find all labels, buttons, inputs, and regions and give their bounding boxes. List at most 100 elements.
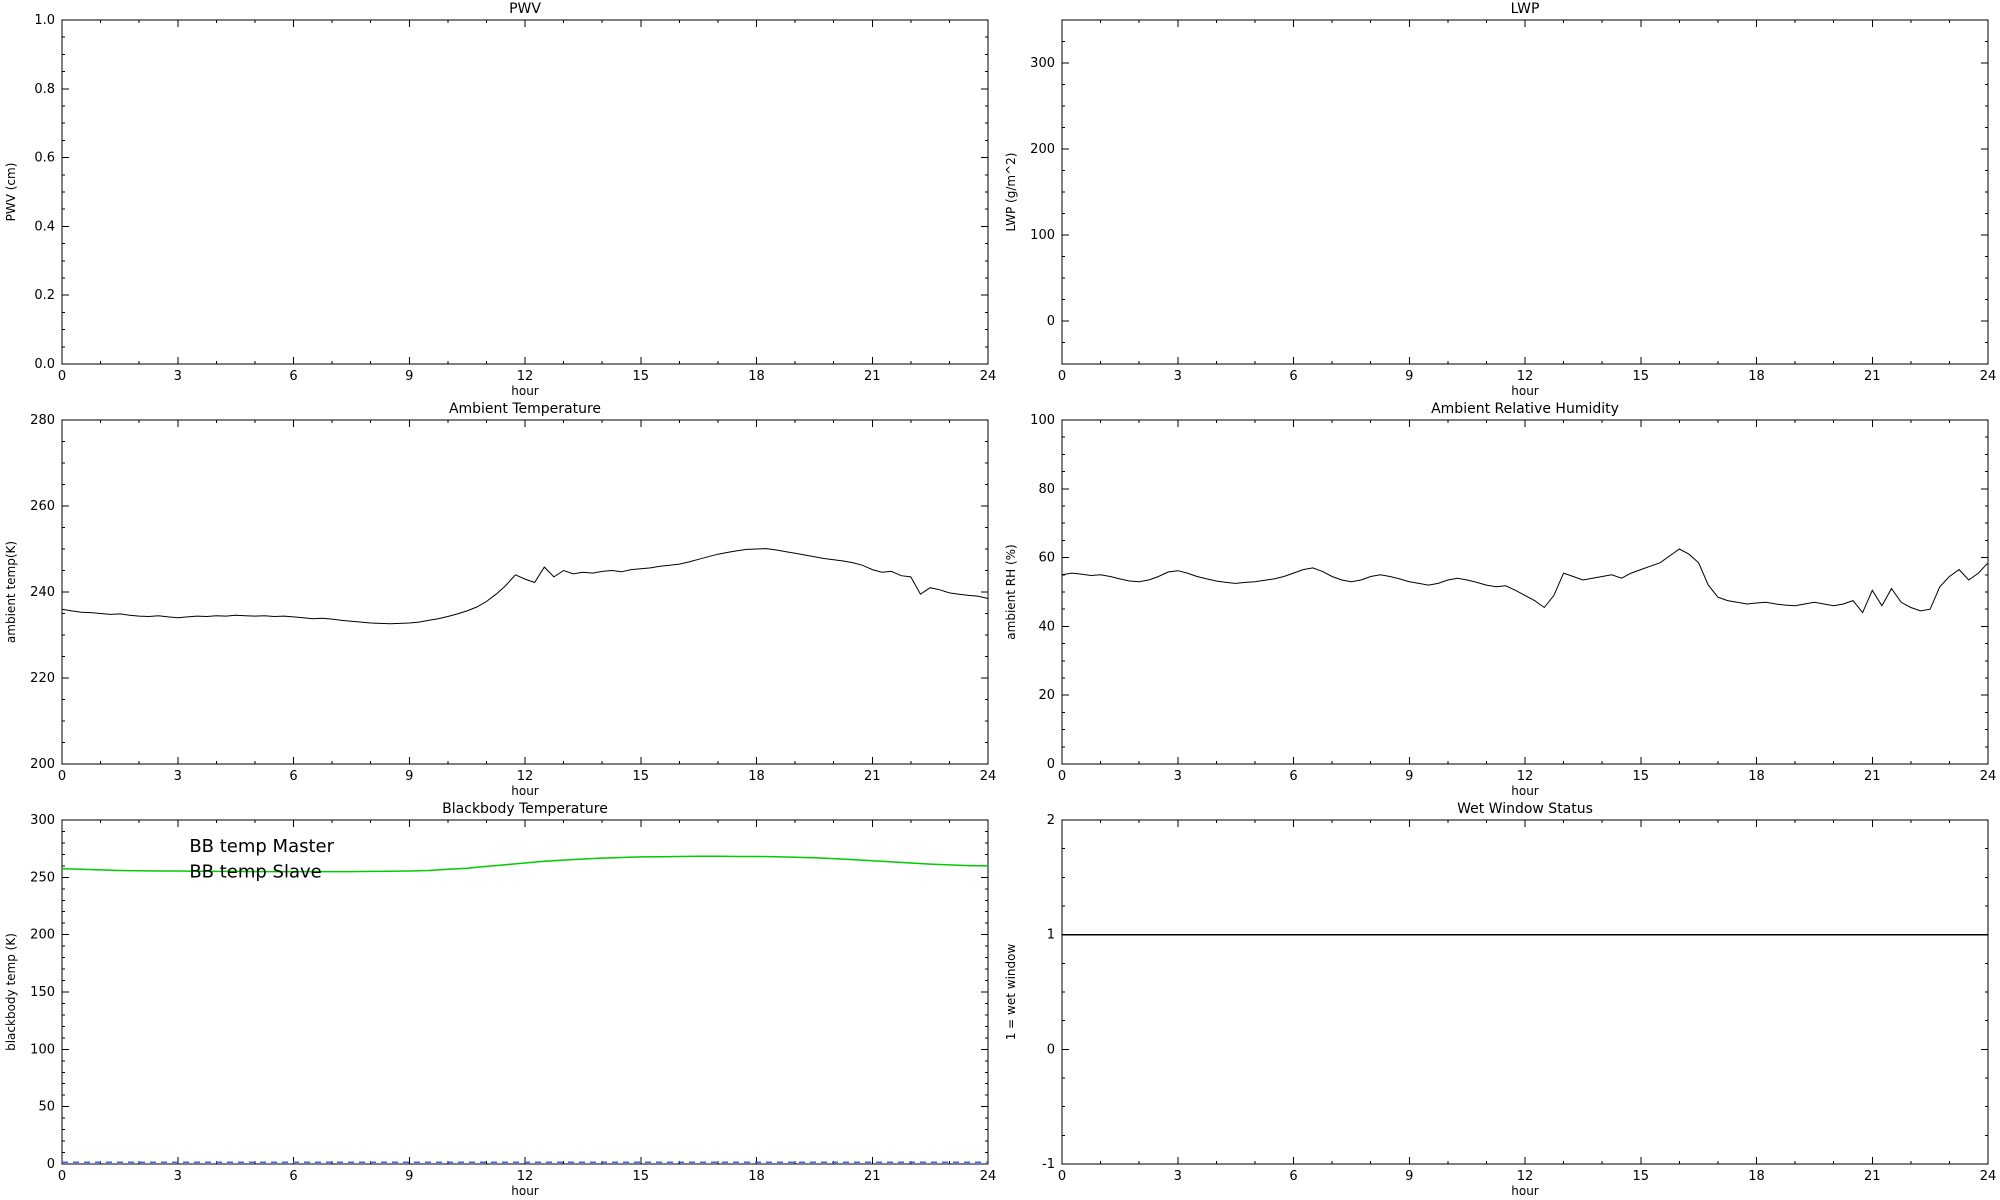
y-tick-label: 200	[1030, 142, 1055, 157]
x-tick-label: 15	[632, 369, 649, 384]
x-tick-label: 0	[1058, 769, 1066, 784]
legend-bb-temp-slave: BB temp Slave	[189, 861, 321, 882]
y-tick-label: 60	[1038, 551, 1055, 566]
y-axis-label: 1 = wet window	[1004, 944, 1018, 1041]
x-tick-label: 21	[1864, 769, 1881, 784]
x-tick-label: 24	[1980, 769, 1997, 784]
x-tick-label: 12	[517, 769, 534, 784]
panel-blackbody-temperature: Blackbody Temperature 0 3 6 9 12 15 18 21 24 0 50 10…	[0, 800, 1000, 1200]
x-axis-label: hour	[511, 1184, 539, 1198]
x-tick-label: 18	[748, 769, 765, 784]
x-tick-label: 0	[58, 369, 66, 384]
y-axis-label: LWP (g/m^2)	[1004, 153, 1018, 232]
chart-title: Blackbody Temperature	[442, 801, 608, 817]
y-tick-label: 0	[1047, 1042, 1055, 1057]
x-tick-label: 3	[1174, 1169, 1182, 1184]
y-tick-label: 300	[30, 813, 55, 828]
x-tick-label: 18	[748, 1169, 765, 1184]
x-tick-label: 3	[174, 769, 182, 784]
y-axis-label: PWV (cm)	[4, 163, 18, 222]
y-tick-label: 40	[1038, 619, 1055, 634]
y-tick-label: 50	[38, 1100, 55, 1115]
legend-bb-temp-master: BB temp Master	[189, 836, 334, 857]
axis-ticks	[61, 19, 989, 365]
panel-ambient-temperature: Ambient Temperature 0 3 6 9 12 15 18 21 24 200 220 2…	[0, 400, 1000, 800]
x-tick-label: 6	[289, 769, 297, 784]
x-tick-label: 18	[1748, 369, 1765, 384]
x-tick-label: 9	[405, 1169, 413, 1184]
series-bb-temp-slave	[61, 855, 989, 873]
plot-frame	[1061, 819, 1989, 1165]
x-tick-label: 12	[1517, 769, 1534, 784]
x-tick-label: 18	[1748, 1169, 1765, 1184]
y-tick-label: 220	[30, 671, 55, 686]
x-tick-label: 21	[1864, 369, 1881, 384]
y-tick-label: 0.6	[34, 151, 55, 166]
y-tick-label: 0.2	[34, 288, 55, 303]
x-tick-label: 0	[1058, 369, 1066, 384]
y-tick-label: 100	[30, 1042, 55, 1057]
y-tick-label: 240	[30, 585, 55, 600]
x-axis-label: hour	[511, 784, 539, 798]
chart-title: PWV	[509, 1, 541, 17]
x-axis-label: hour	[1511, 1184, 1539, 1198]
x-axis-label: hour	[511, 384, 539, 398]
x-tick-label: 0	[58, 1169, 66, 1184]
x-tick-label: 12	[517, 1169, 534, 1184]
axis-ticks	[61, 819, 989, 1165]
x-tick-label: 18	[748, 369, 765, 384]
x-tick-label: 21	[864, 1169, 881, 1184]
plot-frame	[1061, 19, 1989, 365]
axis-tick-labels: 0 3 6 9 12 15 18 21 24 0 20 40 60 80 100	[1030, 413, 1996, 784]
axis-ticks	[1061, 19, 1989, 365]
x-tick-label: 15	[1632, 769, 1649, 784]
x-tick-label: 3	[174, 369, 182, 384]
plot-frame	[61, 419, 989, 765]
y-tick-label: 200	[30, 757, 55, 772]
chart-title: LWP	[1511, 1, 1540, 17]
axis-tick-labels: 0 3 6 9 12 15 18 21 24 200 220 240 260 280	[30, 413, 996, 784]
axis-tick-labels: 0 3 6 9 12 15 18 21 24 0 50 100 150 200 250 300	[30, 813, 996, 1184]
blackbody-temperature-chart: Blackbody Temperature 0 3 6 9 12 15 18 21 24 0 50 10…	[0, 800, 1000, 1200]
y-tick-label: 260	[30, 499, 55, 514]
x-tick-label: 24	[980, 1169, 997, 1184]
x-tick-label: 6	[1289, 369, 1297, 384]
y-tick-label: 250	[30, 870, 55, 885]
x-tick-label: 24	[980, 369, 997, 384]
axis-tick-labels: 0 3 6 9 12 15 18 21 24 0 100 200 300	[1030, 56, 1996, 384]
x-tick-label: 9	[1405, 369, 1413, 384]
x-tick-label: 12	[1517, 369, 1534, 384]
panel-wet-window-status: Wet Window Status 0 3 6 9 12 15 18 21 24 -1 0 1 2 hour…	[1000, 800, 2000, 1200]
lwp-chart: LWP 0 3 6 9 12 15 18 21 24 0 100 200 300 hour LWP (g/m^…	[1000, 0, 2000, 400]
x-tick-label: 12	[1517, 1169, 1534, 1184]
y-axis-label: ambient temp(K)	[4, 541, 18, 643]
panel-ambient-relative-humidity: Ambient Relative Humidity 0 3 6 9 12 15 18 21 24 0…	[1000, 400, 2000, 800]
y-axis-label: blackbody temp (K)	[4, 933, 18, 1051]
pwv-chart: PWV 0 3 6 9 12 15 18 21 24 0.0 0.2 0.4 0.6 0.8 1.0 hour P…	[0, 0, 1000, 400]
y-tick-label: 0	[1047, 757, 1055, 772]
y-tick-label: 1	[1047, 928, 1055, 943]
x-axis-label: hour	[1511, 784, 1539, 798]
x-tick-label: 6	[1289, 1169, 1297, 1184]
y-tick-label: 280	[30, 413, 55, 428]
y-tick-label: 150	[30, 985, 55, 1000]
x-tick-label: 21	[864, 369, 881, 384]
x-tick-label: 15	[1632, 1169, 1649, 1184]
x-tick-label: 6	[289, 369, 297, 384]
chart-title: Wet Window Status	[1457, 801, 1593, 817]
panel-pwv: PWV 0 3 6 9 12 15 18 21 24 0.0 0.2 0.4 0.6 0.8 1.0 hour P…	[0, 0, 1000, 400]
y-tick-label: 100	[1030, 228, 1055, 243]
y-tick-label: 0.8	[34, 82, 55, 97]
y-tick-label: 300	[1030, 56, 1055, 71]
x-tick-label: 0	[58, 769, 66, 784]
x-tick-label: 15	[632, 769, 649, 784]
chart-title: Ambient Relative Humidity	[1431, 401, 1619, 417]
x-tick-label: 3	[1174, 769, 1182, 784]
y-tick-label: -1	[1042, 1157, 1055, 1172]
axis-ticks	[1061, 819, 1989, 1165]
x-tick-label: 21	[864, 769, 881, 784]
y-tick-label: 0	[47, 1157, 55, 1172]
